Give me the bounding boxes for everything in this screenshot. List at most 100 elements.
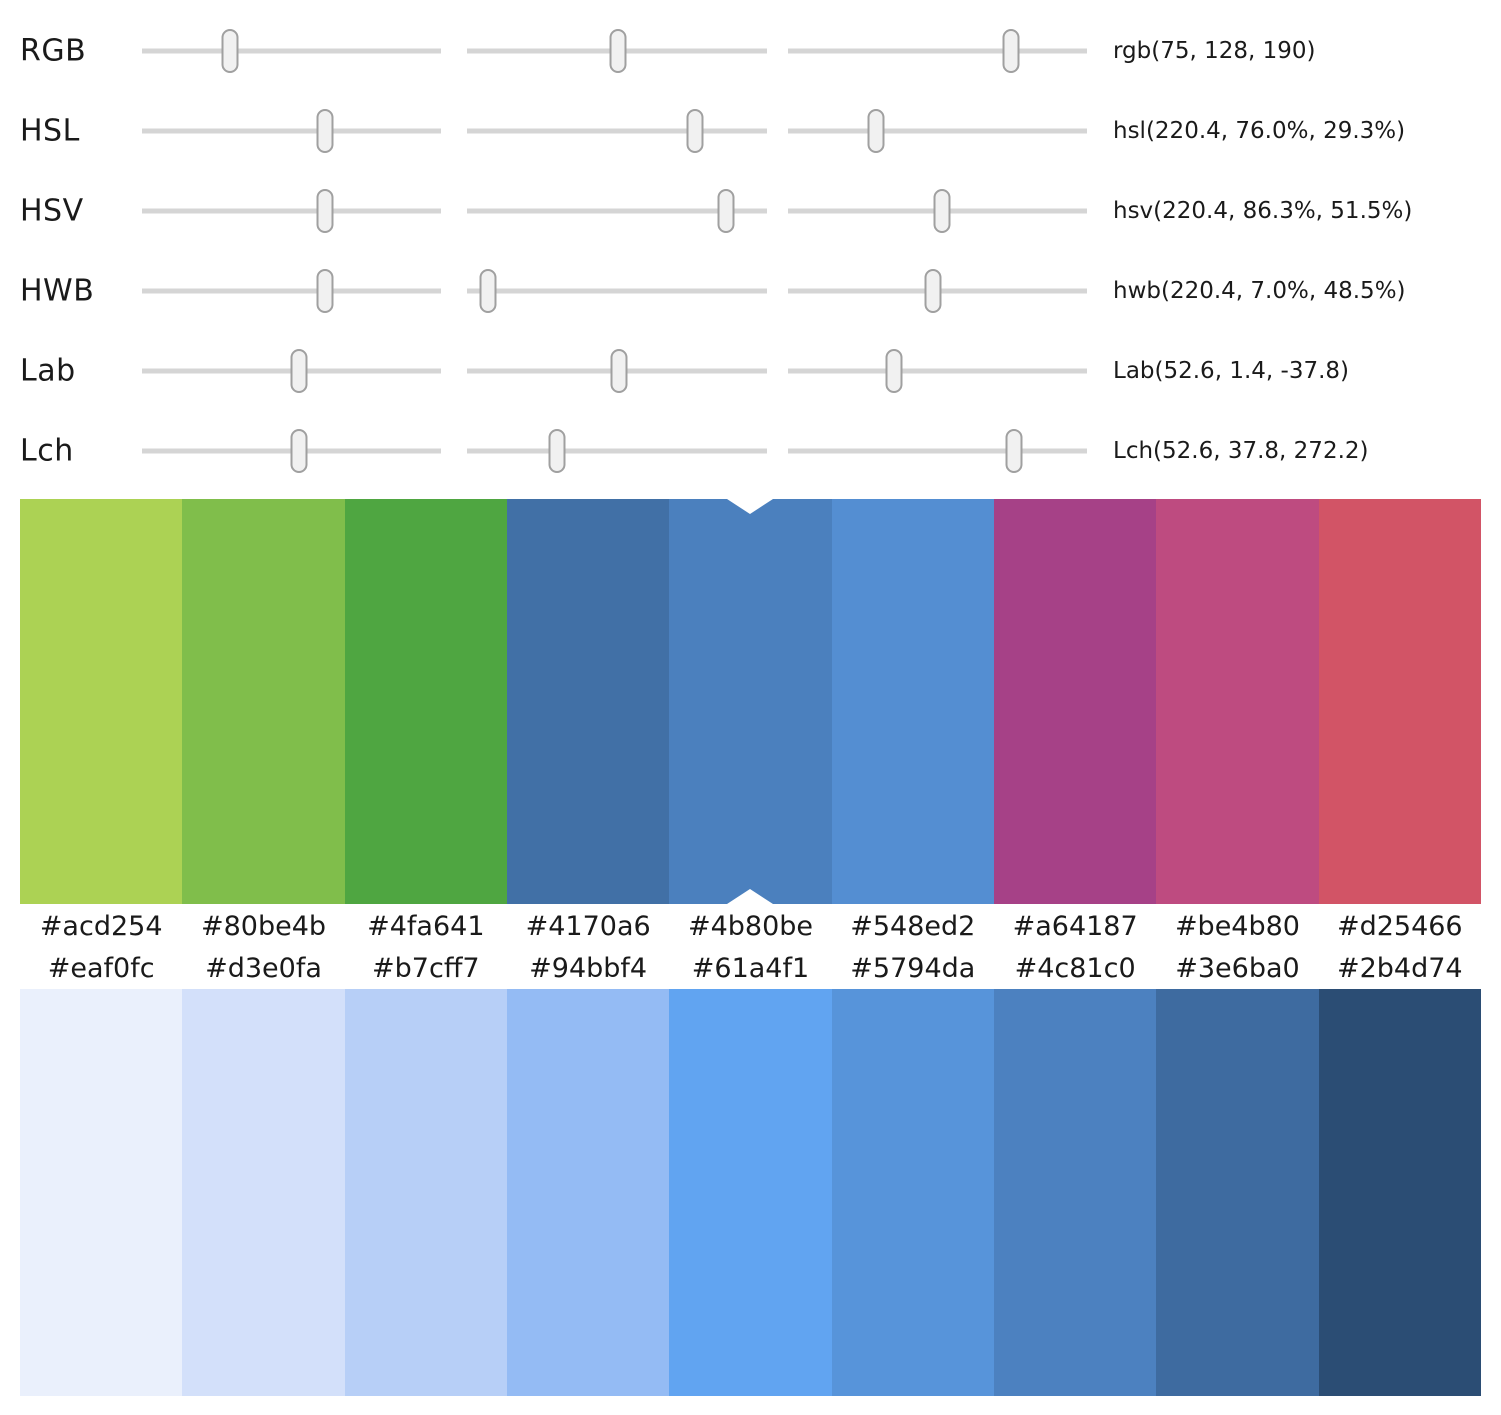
slider-thumb[interactable] (290, 349, 308, 393)
slider-hsv-2[interactable] (467, 187, 767, 235)
shade-swatch[interactable] (1156, 989, 1319, 1396)
slider-thumb[interactable] (885, 349, 903, 393)
slider-lch-1[interactable] (142, 427, 441, 475)
shade-hex-labels: #eaf0fc #d3e0fa #b7cff7 #94bbf4 #61a4f1 … (20, 948, 1481, 989)
slider-thumb[interactable] (221, 29, 239, 73)
color-value-text: Lab(52.6, 1.4, -37.8) (1113, 358, 1349, 384)
harmony-swatch[interactable] (831, 499, 994, 904)
shade-palette (20, 989, 1481, 1396)
shade-swatch[interactable] (344, 989, 507, 1396)
slider-thumb[interactable] (717, 189, 735, 233)
colorspace-label: Lch (20, 433, 74, 469)
slider-thumb[interactable] (479, 269, 497, 313)
slider-lab-3[interactable] (788, 347, 1087, 395)
harmony-swatch[interactable] (1318, 499, 1481, 904)
harmony-swatch[interactable] (1156, 499, 1319, 904)
harmony-swatch[interactable] (20, 499, 183, 904)
color-value-text: hsv(220.4, 86.3%, 51.5%) (1113, 198, 1413, 224)
slider-track (788, 368, 1087, 374)
hex-label: #4170a6 (525, 910, 651, 942)
harmony-palette (20, 499, 1481, 904)
hex-label: #2b4d74 (1336, 953, 1463, 984)
slider-track (467, 288, 767, 294)
slider-hwb-2[interactable] (467, 267, 767, 315)
slider-hsl-2[interactable] (467, 107, 767, 155)
shade-swatch[interactable] (1318, 989, 1481, 1396)
hex-label: #d3e0fa (205, 953, 322, 984)
slider-lch-3[interactable] (788, 427, 1087, 475)
slider-thumb[interactable] (316, 269, 334, 313)
harmony-hex-labels: #acd254 #80be4b #4fa641 #4170a6 #4b80be … (20, 904, 1481, 948)
slider-thumb[interactable] (316, 189, 334, 233)
slider-thumb[interactable] (933, 189, 951, 233)
slider-hsl-1[interactable] (142, 107, 441, 155)
hex-label: #4fa641 (367, 910, 485, 942)
slider-thumb[interactable] (316, 109, 334, 153)
slider-track (788, 48, 1087, 54)
shade-swatch[interactable] (20, 989, 183, 1396)
slider-lch-2[interactable] (467, 427, 767, 475)
hex-label: #be4b80 (1174, 910, 1300, 942)
colorspace-label: HSL (20, 113, 80, 149)
color-value-text: hsl(220.4, 76.0%, 29.3%) (1113, 118, 1406, 144)
slider-track (142, 48, 441, 54)
hex-label: #548ed2 (850, 910, 976, 942)
slider-hsv-3[interactable] (788, 187, 1087, 235)
slider-track (142, 128, 441, 134)
slider-thumb[interactable] (548, 429, 566, 473)
harmony-swatch[interactable] (344, 499, 507, 904)
hex-label: #3e6ba0 (1175, 953, 1300, 984)
slider-hwb-1[interactable] (142, 267, 441, 315)
harmony-swatch[interactable] (993, 499, 1157, 904)
shade-swatch[interactable] (831, 989, 994, 1396)
hex-label: #4b80be (687, 910, 813, 942)
slider-thumb[interactable] (1002, 29, 1020, 73)
hex-label: #eaf0fc (47, 953, 155, 984)
slider-rgb-2[interactable] (467, 27, 767, 75)
colorspace-label: HSV (20, 193, 84, 229)
hex-label: #b7cff7 (372, 953, 480, 984)
hex-label: #d25466 (1336, 910, 1463, 942)
slider-track (467, 128, 767, 134)
slider-thumb[interactable] (609, 29, 627, 73)
slider-thumb[interactable] (1005, 429, 1023, 473)
hex-label: #80be4b (200, 910, 327, 942)
slider-thumb[interactable] (867, 109, 885, 153)
slider-rgb-1[interactable] (142, 27, 441, 75)
harmony-swatch[interactable] (669, 499, 832, 904)
slider-track (467, 448, 767, 454)
hex-label: #4c81c0 (1014, 953, 1136, 984)
colorspace-label: RGB (20, 33, 87, 69)
hex-label: #94bbf4 (529, 953, 648, 984)
slider-row-lch: Lch Lch(52.6, 37.8, 272.2) (0, 411, 1501, 491)
shade-swatch[interactable] (993, 989, 1157, 1396)
slider-thumb[interactable] (290, 429, 308, 473)
slider-track (142, 208, 441, 214)
slider-track (788, 448, 1087, 454)
slider-lab-1[interactable] (142, 347, 441, 395)
slider-hwb-3[interactable] (788, 267, 1087, 315)
slider-panel: RGB rgb(75, 128, 190) HSL hsl(220.4, (0, 11, 1501, 491)
slider-track (788, 128, 1087, 134)
colorspace-label: HWB (20, 273, 95, 309)
hex-label: #61a4f1 (691, 953, 810, 984)
slider-track (142, 288, 441, 294)
shade-swatch[interactable] (182, 989, 345, 1396)
slider-rgb-3[interactable] (788, 27, 1087, 75)
shade-swatch[interactable] (506, 989, 670, 1396)
hex-label: #5794da (850, 953, 976, 984)
shade-swatch[interactable] (669, 989, 832, 1396)
color-value-text: rgb(75, 128, 190) (1113, 38, 1316, 64)
slider-thumb[interactable] (924, 269, 942, 313)
hex-label: #acd254 (39, 910, 163, 942)
color-value-text: hwb(220.4, 7.0%, 48.5%) (1113, 278, 1406, 304)
harmony-swatch[interactable] (182, 499, 345, 904)
slider-hsv-1[interactable] (142, 187, 441, 235)
harmony-swatch[interactable] (506, 499, 670, 904)
slider-hsl-3[interactable] (788, 107, 1087, 155)
slider-lab-2[interactable] (467, 347, 767, 395)
slider-track (467, 208, 767, 214)
slider-row-hsl: HSL hsl(220.4, 76.0%, 29.3%) (0, 91, 1501, 171)
slider-thumb[interactable] (610, 349, 628, 393)
slider-thumb[interactable] (686, 109, 704, 153)
